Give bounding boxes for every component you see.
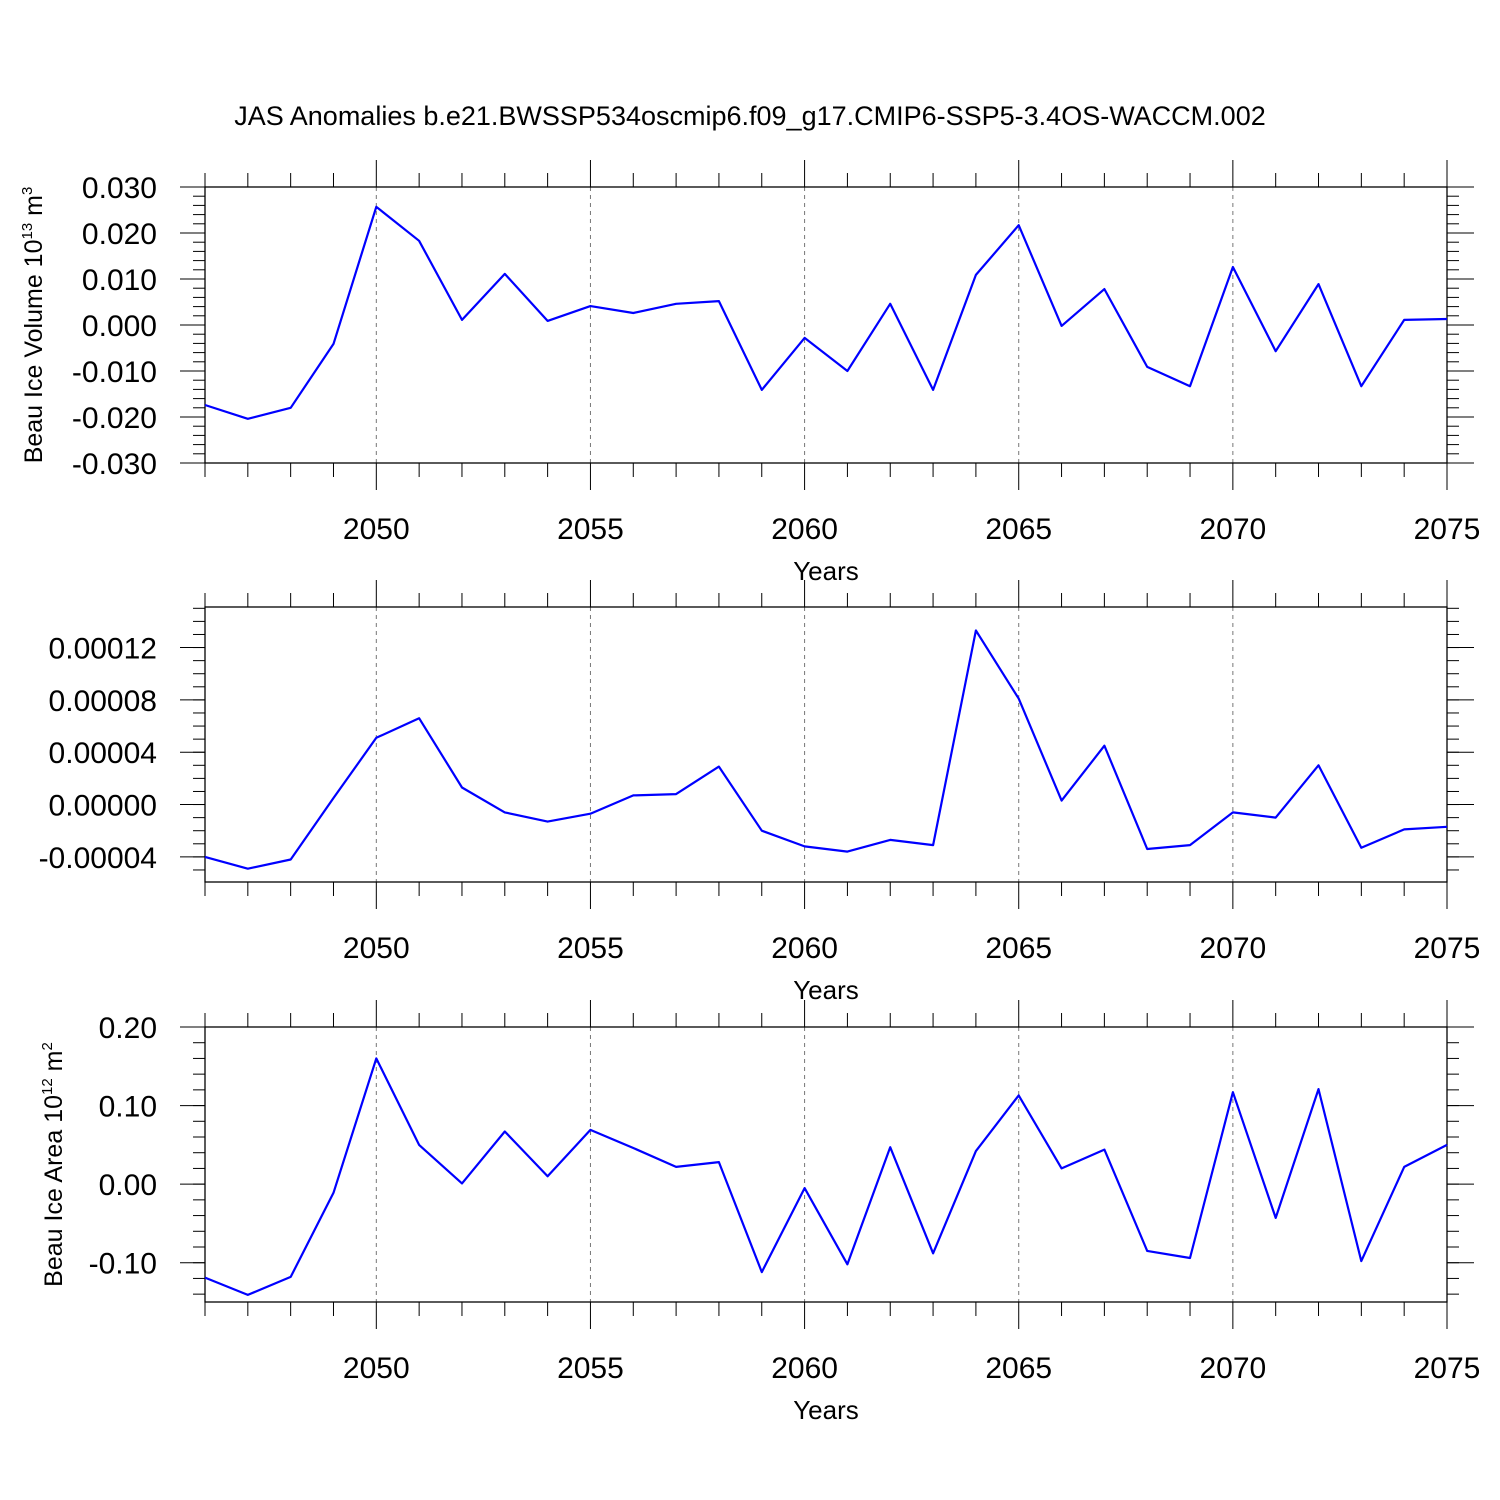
x-tick-label: 2055 <box>557 513 624 546</box>
x-tick-label: 2075 <box>1414 1352 1481 1385</box>
y-tick-label: 0.030 <box>82 172 157 205</box>
y-label-sup1: 12 <box>39 1078 56 1095</box>
x-tick-label: 2060 <box>771 513 838 546</box>
x-tick-label: 2050 <box>343 932 410 965</box>
y-axis-label: Beau Ice Volume 1013 m3 <box>19 187 48 464</box>
y-axis-label: Beau Snow Volume 1013 m3 <box>0 592 3 898</box>
x-axis-label: Years <box>793 556 859 586</box>
x-tick-label: 2055 <box>557 1352 624 1385</box>
y-label-unit: m <box>20 195 48 223</box>
x-axis-label: Years <box>793 1395 859 1425</box>
series-line <box>204 205 1448 420</box>
x-tick-label: 2060 <box>771 932 838 965</box>
y-tick-label: 0.00012 <box>49 633 157 666</box>
y-tick-label: 0.00004 <box>49 737 157 770</box>
y-label-sup1: 13 <box>19 223 36 240</box>
x-tick-label: 2075 <box>1414 513 1481 546</box>
y-tick-label: 0.10 <box>99 1091 157 1124</box>
chart-title: JAS Anomalies b.e21.BWSSP534oscmip6.f09_… <box>234 101 1265 131</box>
y-label-sup2: 2 <box>39 1042 56 1050</box>
y-tick-label: 0.20 <box>99 1012 157 1045</box>
y-tick-label: -0.020 <box>72 402 157 435</box>
y-tick-label: -0.030 <box>72 448 157 481</box>
y-label-unit: m <box>40 1051 68 1079</box>
panel-1: 2050 2055 2060 2065 2070 2075 -0.030 -0.020 -0.0… <box>19 160 1480 586</box>
x-tick-label: 2065 <box>985 1352 1052 1385</box>
y-tick-label: 0.00000 <box>49 790 157 823</box>
y-label-text: Beau Ice Area 10 <box>40 1095 68 1287</box>
x-tick-label: 2070 <box>1199 1352 1266 1385</box>
y-label-sup2: 3 <box>19 187 36 195</box>
y-tick-label: -0.010 <box>72 356 157 389</box>
x-tick-label: 2050 <box>343 1352 410 1385</box>
y-tick-label: 0.00 <box>99 1169 157 1202</box>
x-tick-label: 2055 <box>557 932 624 965</box>
y-tick-label: -0.10 <box>89 1248 157 1281</box>
y-label-text: Beau Ice Volume 10 <box>20 240 48 464</box>
y-tick-label: 0.000 <box>82 310 157 343</box>
y-label-unit: m <box>0 600 3 628</box>
x-tick-label: 2065 <box>985 932 1052 965</box>
series-line <box>204 1057 1448 1297</box>
y-axis-label: Beau Ice Area 1012 m2 <box>39 1042 68 1287</box>
x-tick-label: 2065 <box>985 513 1052 546</box>
panel-3: 2050 2055 2060 2065 2070 2075 -0.10 0.00 0.10 0.2… <box>39 1000 1480 1425</box>
x-tick-label: 2075 <box>1414 932 1481 965</box>
plot-frame <box>204 186 1448 464</box>
y-tick-label: 0.010 <box>82 264 157 297</box>
y-label-text: Beau Snow Volume 10 <box>0 644 3 897</box>
x-axis-label: Years <box>793 975 859 1005</box>
series-line <box>204 629 1448 870</box>
y-tick-label: -0.00004 <box>39 842 157 875</box>
x-tick-label: 2070 <box>1199 513 1266 546</box>
plot-frame <box>204 1026 1448 1303</box>
panel-2: 2050 2055 2060 2065 2070 2075 -0.00004 0.00000 0… <box>0 580 1480 1005</box>
y-tick-label: 0.00008 <box>49 685 157 718</box>
y-tick-label: 0.020 <box>82 218 157 251</box>
x-tick-label: 2050 <box>343 513 410 546</box>
plot-frame <box>204 606 1448 883</box>
x-tick-label: 2060 <box>771 1352 838 1385</box>
x-tick-label: 2070 <box>1199 932 1266 965</box>
